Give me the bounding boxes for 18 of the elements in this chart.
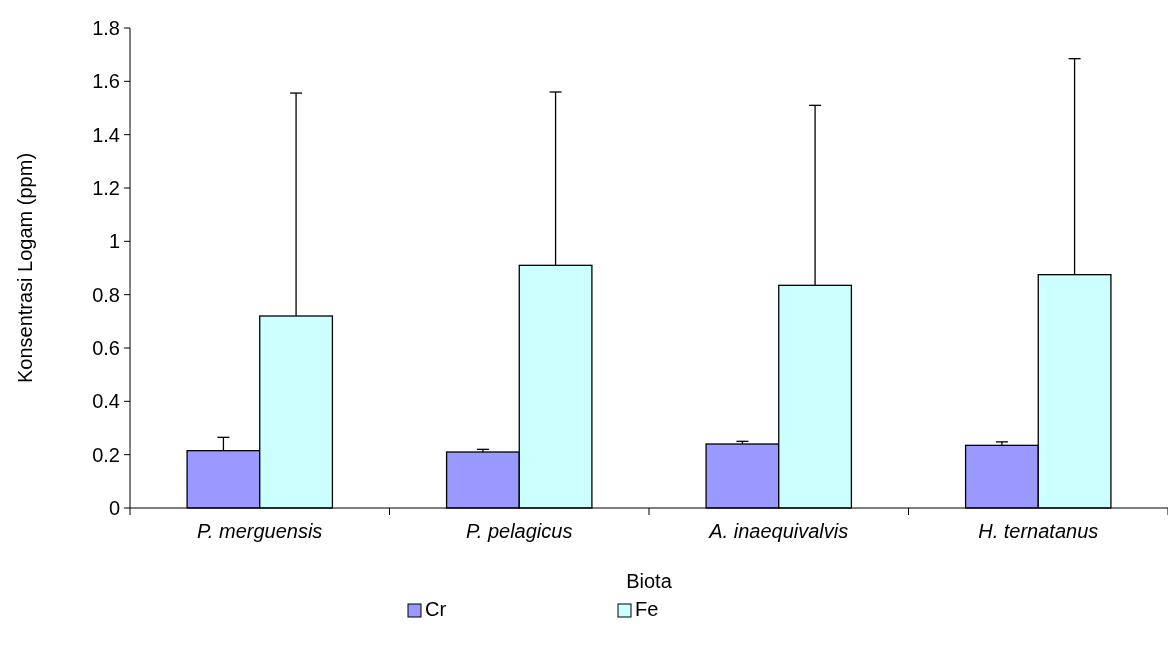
x-tick-label: P. pelagicus [466, 520, 573, 542]
y-tick-label: 0.2 [92, 443, 120, 466]
y-tick-label: 1 [108, 230, 120, 253]
y-tick-label: 0.6 [92, 337, 120, 359]
x-tick-label: P. merguensis [197, 520, 323, 542]
y-axis-title: Konsentrasi Logam (ppm) [14, 152, 36, 384]
x-tick-label: A. inaequivalvis [708, 520, 849, 542]
legend-label: Fe [635, 598, 659, 620]
y-tick-label: 1.4 [92, 123, 120, 146]
y-tick-label: 0.4 [92, 390, 120, 413]
y-tick-label: 1.8 [92, 17, 120, 39]
x-axis-title: Biota [626, 570, 673, 592]
y-tick-label: 1.6 [92, 70, 120, 93]
legend-label: Cr [425, 598, 447, 620]
x-tick-label: H. ternatanus [978, 520, 1099, 542]
y-tick-label: 0.8 [92, 283, 120, 306]
y-tick-label: 0 [108, 497, 120, 519]
y-tick-label: 1.2 [92, 177, 120, 199]
